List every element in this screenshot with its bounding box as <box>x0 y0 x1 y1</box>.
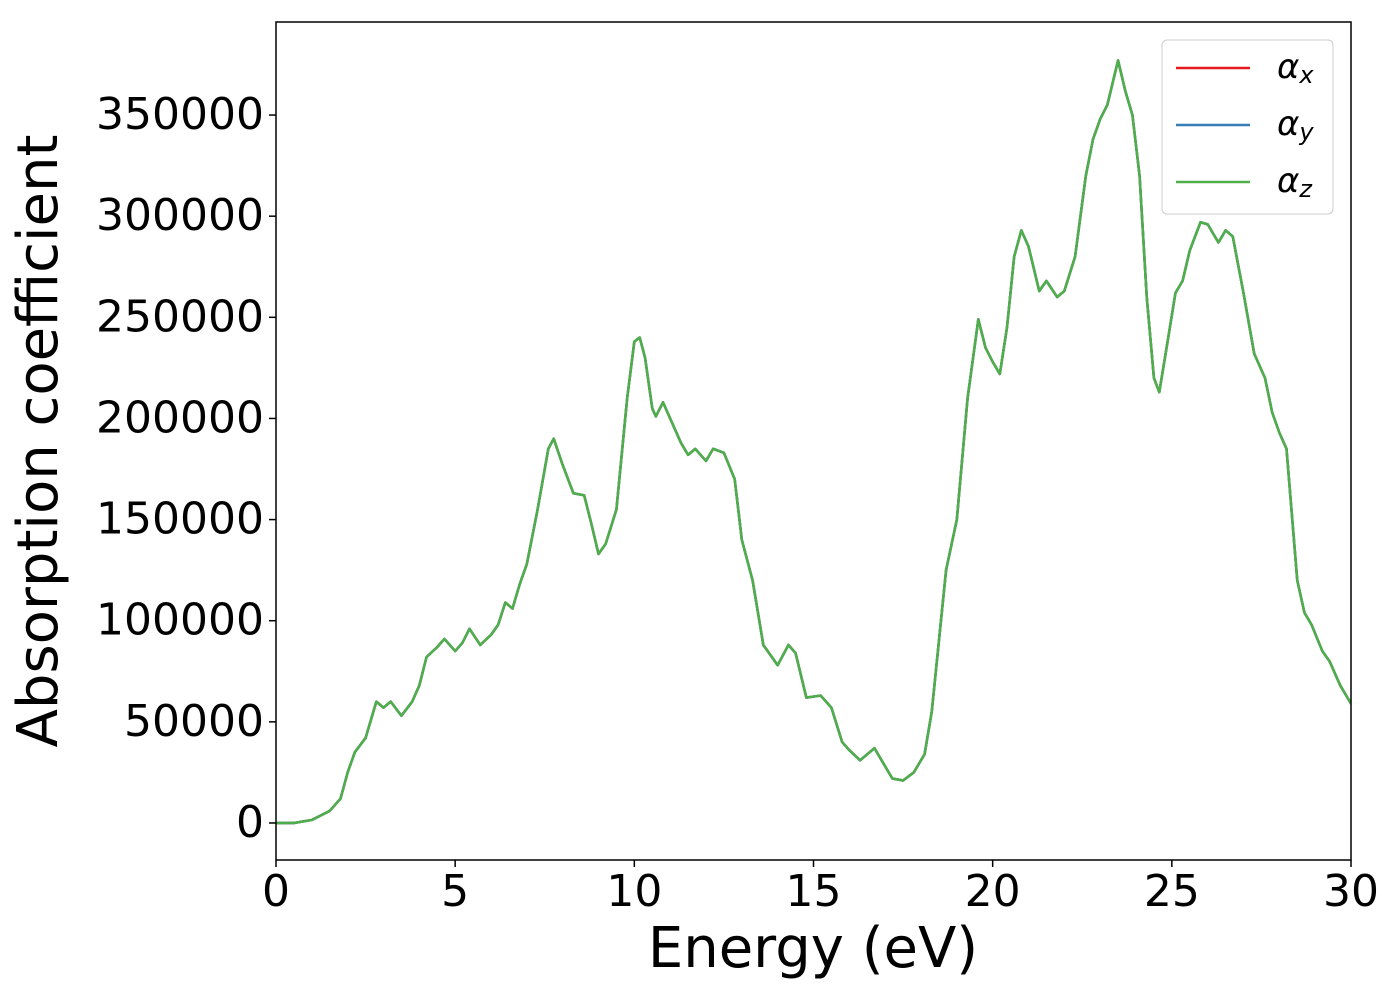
x-tick-label: 0 <box>262 866 290 917</box>
y-tick-label: 50000 <box>124 696 264 747</box>
plot-lines <box>276 59 1351 825</box>
y-tick-label: 150000 <box>96 494 264 545</box>
y-axis-label: Absorption coefficient <box>6 135 71 748</box>
x-axis-label: Energy (eV) <box>648 916 978 981</box>
x-tick-label: 25 <box>1144 866 1200 917</box>
y-tick-label: 100000 <box>96 595 264 646</box>
x-tick-label: 30 <box>1323 866 1379 917</box>
x-tick-label: 5 <box>441 866 469 917</box>
x-tick-label: 15 <box>786 866 842 917</box>
legend-box <box>1161 39 1334 215</box>
y-tick-label: 200000 <box>96 392 264 443</box>
plot-frame <box>275 21 1352 861</box>
y-tick-label: 0 <box>236 797 264 848</box>
legend-label: αy <box>1277 104 1314 147</box>
y-tick-label: 300000 <box>96 190 264 241</box>
x-tick-label: 20 <box>965 866 1021 917</box>
data-line <box>276 59 1351 825</box>
legend-label: αz <box>1277 161 1313 204</box>
y-tick-label: 350000 <box>96 89 264 140</box>
legend-label: αx <box>1277 47 1314 90</box>
y-tick-label: 250000 <box>96 291 264 342</box>
x-tick-label: 10 <box>606 866 662 917</box>
